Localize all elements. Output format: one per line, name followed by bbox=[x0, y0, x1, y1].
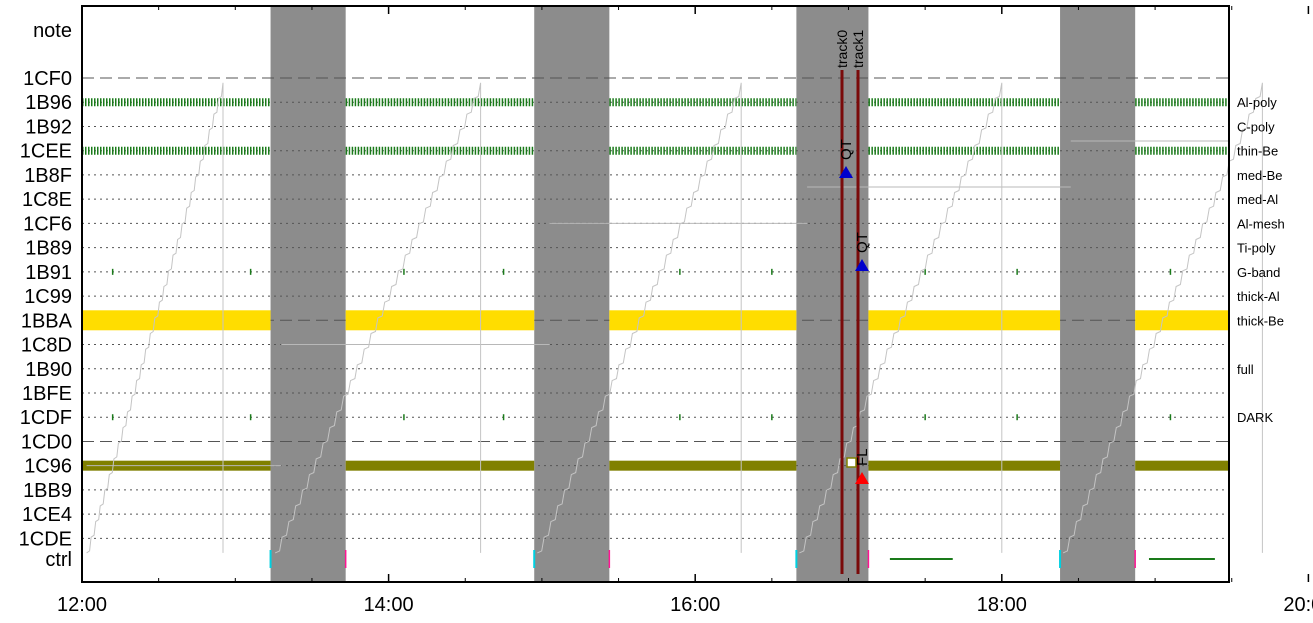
marker-label: QT bbox=[854, 232, 871, 253]
row-label-left: 1B91 bbox=[25, 262, 72, 284]
olive-bar bbox=[345, 460, 535, 471]
small-square bbox=[846, 457, 857, 468]
olive-bar bbox=[868, 460, 1061, 471]
row-label-left: 1B90 bbox=[25, 359, 72, 381]
row-label-left: 1CF6 bbox=[23, 213, 72, 235]
plot-frame bbox=[81, 5, 1230, 583]
row-label-right: DARK bbox=[1237, 410, 1273, 425]
gray-band bbox=[270, 6, 346, 582]
marker-group: QT QT FL bbox=[838, 139, 871, 484]
row-label-right: Al-poly bbox=[1237, 95, 1277, 110]
row-label-left: note bbox=[33, 20, 72, 42]
row-label-left: 1CDE bbox=[19, 528, 72, 550]
row-label-left: 1B8F bbox=[24, 165, 72, 187]
track-label: track0 bbox=[834, 30, 850, 68]
olive-bar bbox=[609, 460, 797, 471]
marker-triangle bbox=[855, 472, 869, 484]
row-label-right: full bbox=[1237, 362, 1254, 377]
row-label-right: med-Al bbox=[1237, 192, 1278, 207]
row-label-right: C-poly bbox=[1237, 119, 1275, 134]
bar-group bbox=[82, 98, 1229, 471]
yellow-bar bbox=[868, 310, 1061, 331]
marker-triangle bbox=[839, 166, 853, 178]
marker-label: FL bbox=[854, 448, 871, 466]
yellow-bar bbox=[345, 310, 535, 331]
track-group: track0 track1 bbox=[834, 30, 866, 574]
row-label-right: Ti-poly bbox=[1237, 241, 1276, 256]
row-label-left: 1CF0 bbox=[23, 68, 72, 90]
gray-band-group bbox=[270, 6, 1136, 582]
row-label-left: 1CDF bbox=[20, 407, 72, 429]
track-label: track1 bbox=[850, 30, 866, 68]
row-label-left: 1B96 bbox=[25, 92, 72, 114]
sawtooth-curve bbox=[537, 82, 742, 554]
row-label-left: 1C96 bbox=[24, 456, 72, 478]
sawtooth-group bbox=[86, 82, 1263, 554]
x-tick-label: 12:00 bbox=[57, 594, 107, 616]
row-label-left: 1C8D bbox=[21, 335, 72, 357]
gray-band bbox=[1060, 6, 1136, 582]
sawtooth-curve bbox=[274, 82, 482, 554]
row-label-left: ctrl bbox=[45, 549, 72, 571]
row-label-right: med-Be bbox=[1237, 168, 1283, 183]
row-label-left: 1B89 bbox=[25, 238, 72, 260]
marker-triangle bbox=[855, 259, 869, 271]
row-label-right: thick-Al bbox=[1237, 289, 1280, 304]
sawtooth-curve bbox=[1062, 82, 1263, 554]
row-label-left: 1BB9 bbox=[23, 480, 72, 502]
sawtooth-curve bbox=[86, 82, 224, 554]
row-label-left: 1BFE bbox=[22, 383, 72, 405]
x-tick-label: 18:00 bbox=[977, 594, 1027, 616]
row-label-left: 1BBA bbox=[21, 310, 73, 332]
row-label-left: 1C8E bbox=[22, 189, 72, 211]
row-label-left: 1CEE bbox=[20, 141, 72, 163]
row-label-left: 1CD0 bbox=[21, 431, 72, 453]
x-tick-label: 20:00 bbox=[1283, 594, 1313, 616]
marker-label: QT bbox=[838, 139, 855, 160]
row-label-right: thin-Be bbox=[1237, 144, 1278, 159]
gray-band bbox=[534, 6, 610, 582]
yellow-bar bbox=[82, 310, 271, 331]
row-label-left: 1B92 bbox=[25, 116, 72, 138]
yellow-bar bbox=[609, 310, 797, 331]
yellow-bar bbox=[1135, 310, 1229, 331]
row-label-right: Al-mesh bbox=[1237, 216, 1285, 231]
row-label-right: G-band bbox=[1237, 265, 1280, 280]
sawtooth-curve bbox=[799, 82, 1003, 554]
row-label-left: 1C99 bbox=[24, 286, 72, 308]
olive-bar bbox=[1135, 460, 1229, 471]
x-tick-label: 16:00 bbox=[670, 594, 720, 616]
x-tick-label: 14:00 bbox=[364, 594, 414, 616]
row-label-left: 1CE4 bbox=[22, 504, 72, 526]
row-label-right: thick-Be bbox=[1237, 313, 1284, 328]
